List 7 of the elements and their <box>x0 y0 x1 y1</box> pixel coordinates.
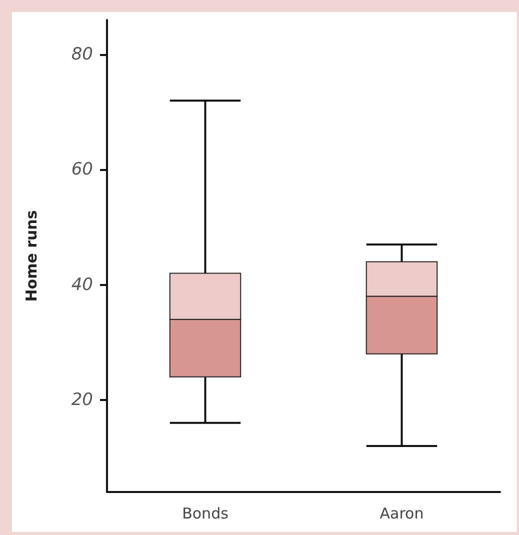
x-tick-label: Aaron <box>380 504 424 522</box>
y-tick-label: 40 <box>71 274 93 295</box>
y-axis-title: Home runs <box>22 210 40 302</box>
y-tick-label: 20 <box>71 390 93 410</box>
y-tick-label: 80 <box>71 44 93 65</box>
x-tick-label: Bonds <box>182 504 229 522</box>
y-tick-label: 60 <box>71 160 93 180</box>
